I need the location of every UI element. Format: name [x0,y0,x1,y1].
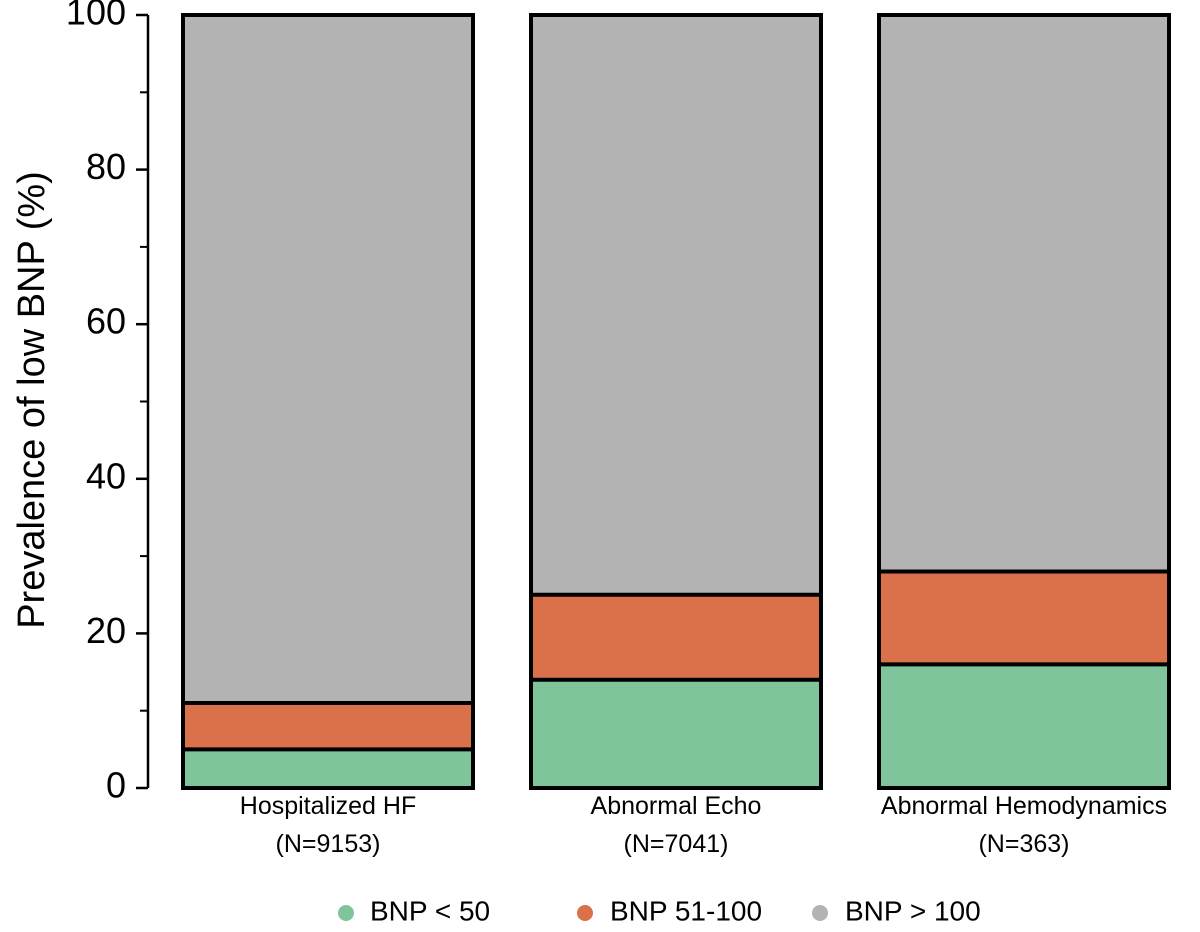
legend-marker [577,905,593,921]
bar-segment [531,679,821,788]
legend-label: BNP 51-100 [610,895,762,926]
legend-marker [338,905,354,921]
category-sublabel: (N=363) [978,830,1069,858]
y-tick-label: 100 [66,0,126,33]
bar-segment [183,702,473,750]
bar-group [529,13,823,790]
legend-item: BNP 51-100 [577,895,762,926]
bars [181,13,1171,790]
bar-segment [531,15,821,595]
legend: BNP < 50 BNP 51-100 BNP > 100 [338,895,981,926]
bar-segment [879,15,1169,572]
y-tick-label: 80 [86,146,126,187]
category-sublabel: (N=9153) [276,830,381,858]
bar-segment [531,594,821,680]
legend-label: BNP < 50 [370,895,490,926]
y-tick-label: 0 [106,765,126,806]
category-label: Hospitalized HF [240,792,416,820]
bar-group [877,13,1171,790]
legend-item: BNP < 50 [338,895,490,926]
bar-outline [877,13,1171,790]
bar-segment [183,15,473,703]
category-label: Abnormal Echo [591,792,762,820]
bar-segment [183,749,473,788]
bar-outline [181,13,475,790]
category-sublabel: (N=7041) [624,830,729,858]
category-label: Abnormal Hemodynamics [881,792,1167,820]
legend-marker [812,905,828,921]
y-axis: 0 20 40 60 80 100 [66,0,150,806]
y-axis-label: Prevalence of low BNP (%) [11,171,53,629]
x-axis-labels: Hospitalized HF (N=9153) Abnormal Echo (N=7… [240,792,1167,858]
legend-item: BNP > 100 [812,895,981,926]
bar-segment [879,664,1169,788]
bar-segment [879,571,1169,665]
y-tick-label: 40 [86,455,126,496]
y-tick-label: 60 [86,301,126,342]
bar-group [181,13,475,790]
y-tick-label: 20 [86,610,126,651]
legend-label: BNP > 100 [845,895,981,926]
bar-outline [529,13,823,790]
